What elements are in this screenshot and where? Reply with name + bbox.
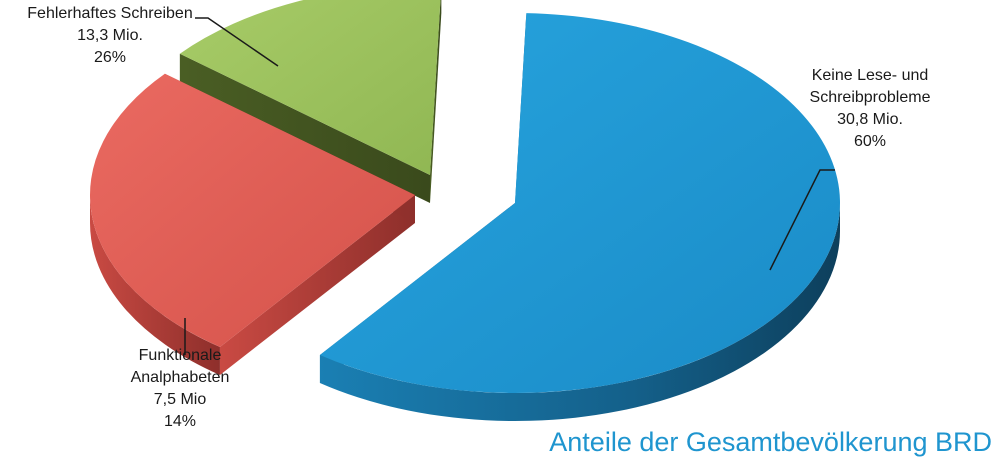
slice-wall [179,53,430,203]
slice-label-line: 7,5 Mio [154,391,207,408]
slice-top [319,13,841,393]
pie-slice-0 [319,13,841,422]
slice-wall [430,0,442,203]
slice-rim [90,195,220,375]
slice-label-line: 26% [94,49,126,66]
slice-label-line: Funktionale [139,347,222,364]
pie-slice-1 [89,73,415,375]
pie-labels: Keine Lese- und Schreibprobleme 30,8 Mio. 6… [27,5,930,430]
leader-line [195,17,279,67]
leader-line [769,169,835,271]
slice-label-line: Fehlerhaftes Schreiben [27,5,192,22]
slice-label-line: 30,8 Mio. [837,111,903,128]
slice-label-line: Keine Lese- und [812,67,929,84]
slice-top [89,73,415,347]
pie-slices [89,0,841,422]
slice-label-line: 14% [164,413,196,430]
slice-label-line: Analphabeten [131,369,230,386]
slice-label: Funktionale Analphabeten 7,5 Mio 14% [131,347,230,430]
slice-label: Keine Lese- und Schreibprobleme 30,8 Mio. 6… [810,67,931,150]
slice-label-line: Schreibprobleme [810,89,931,106]
slice-label: Fehlerhaftes Schreiben 13,3 Mio. 26% [27,5,192,66]
slice-rim [319,203,841,422]
slice-label-line: 60% [854,133,886,150]
slice-wall [219,195,415,375]
chart-title: Anteile der Gesamtbevölkerung BRD [549,427,992,457]
slice-label-line: 13,3 Mio. [77,27,143,44]
